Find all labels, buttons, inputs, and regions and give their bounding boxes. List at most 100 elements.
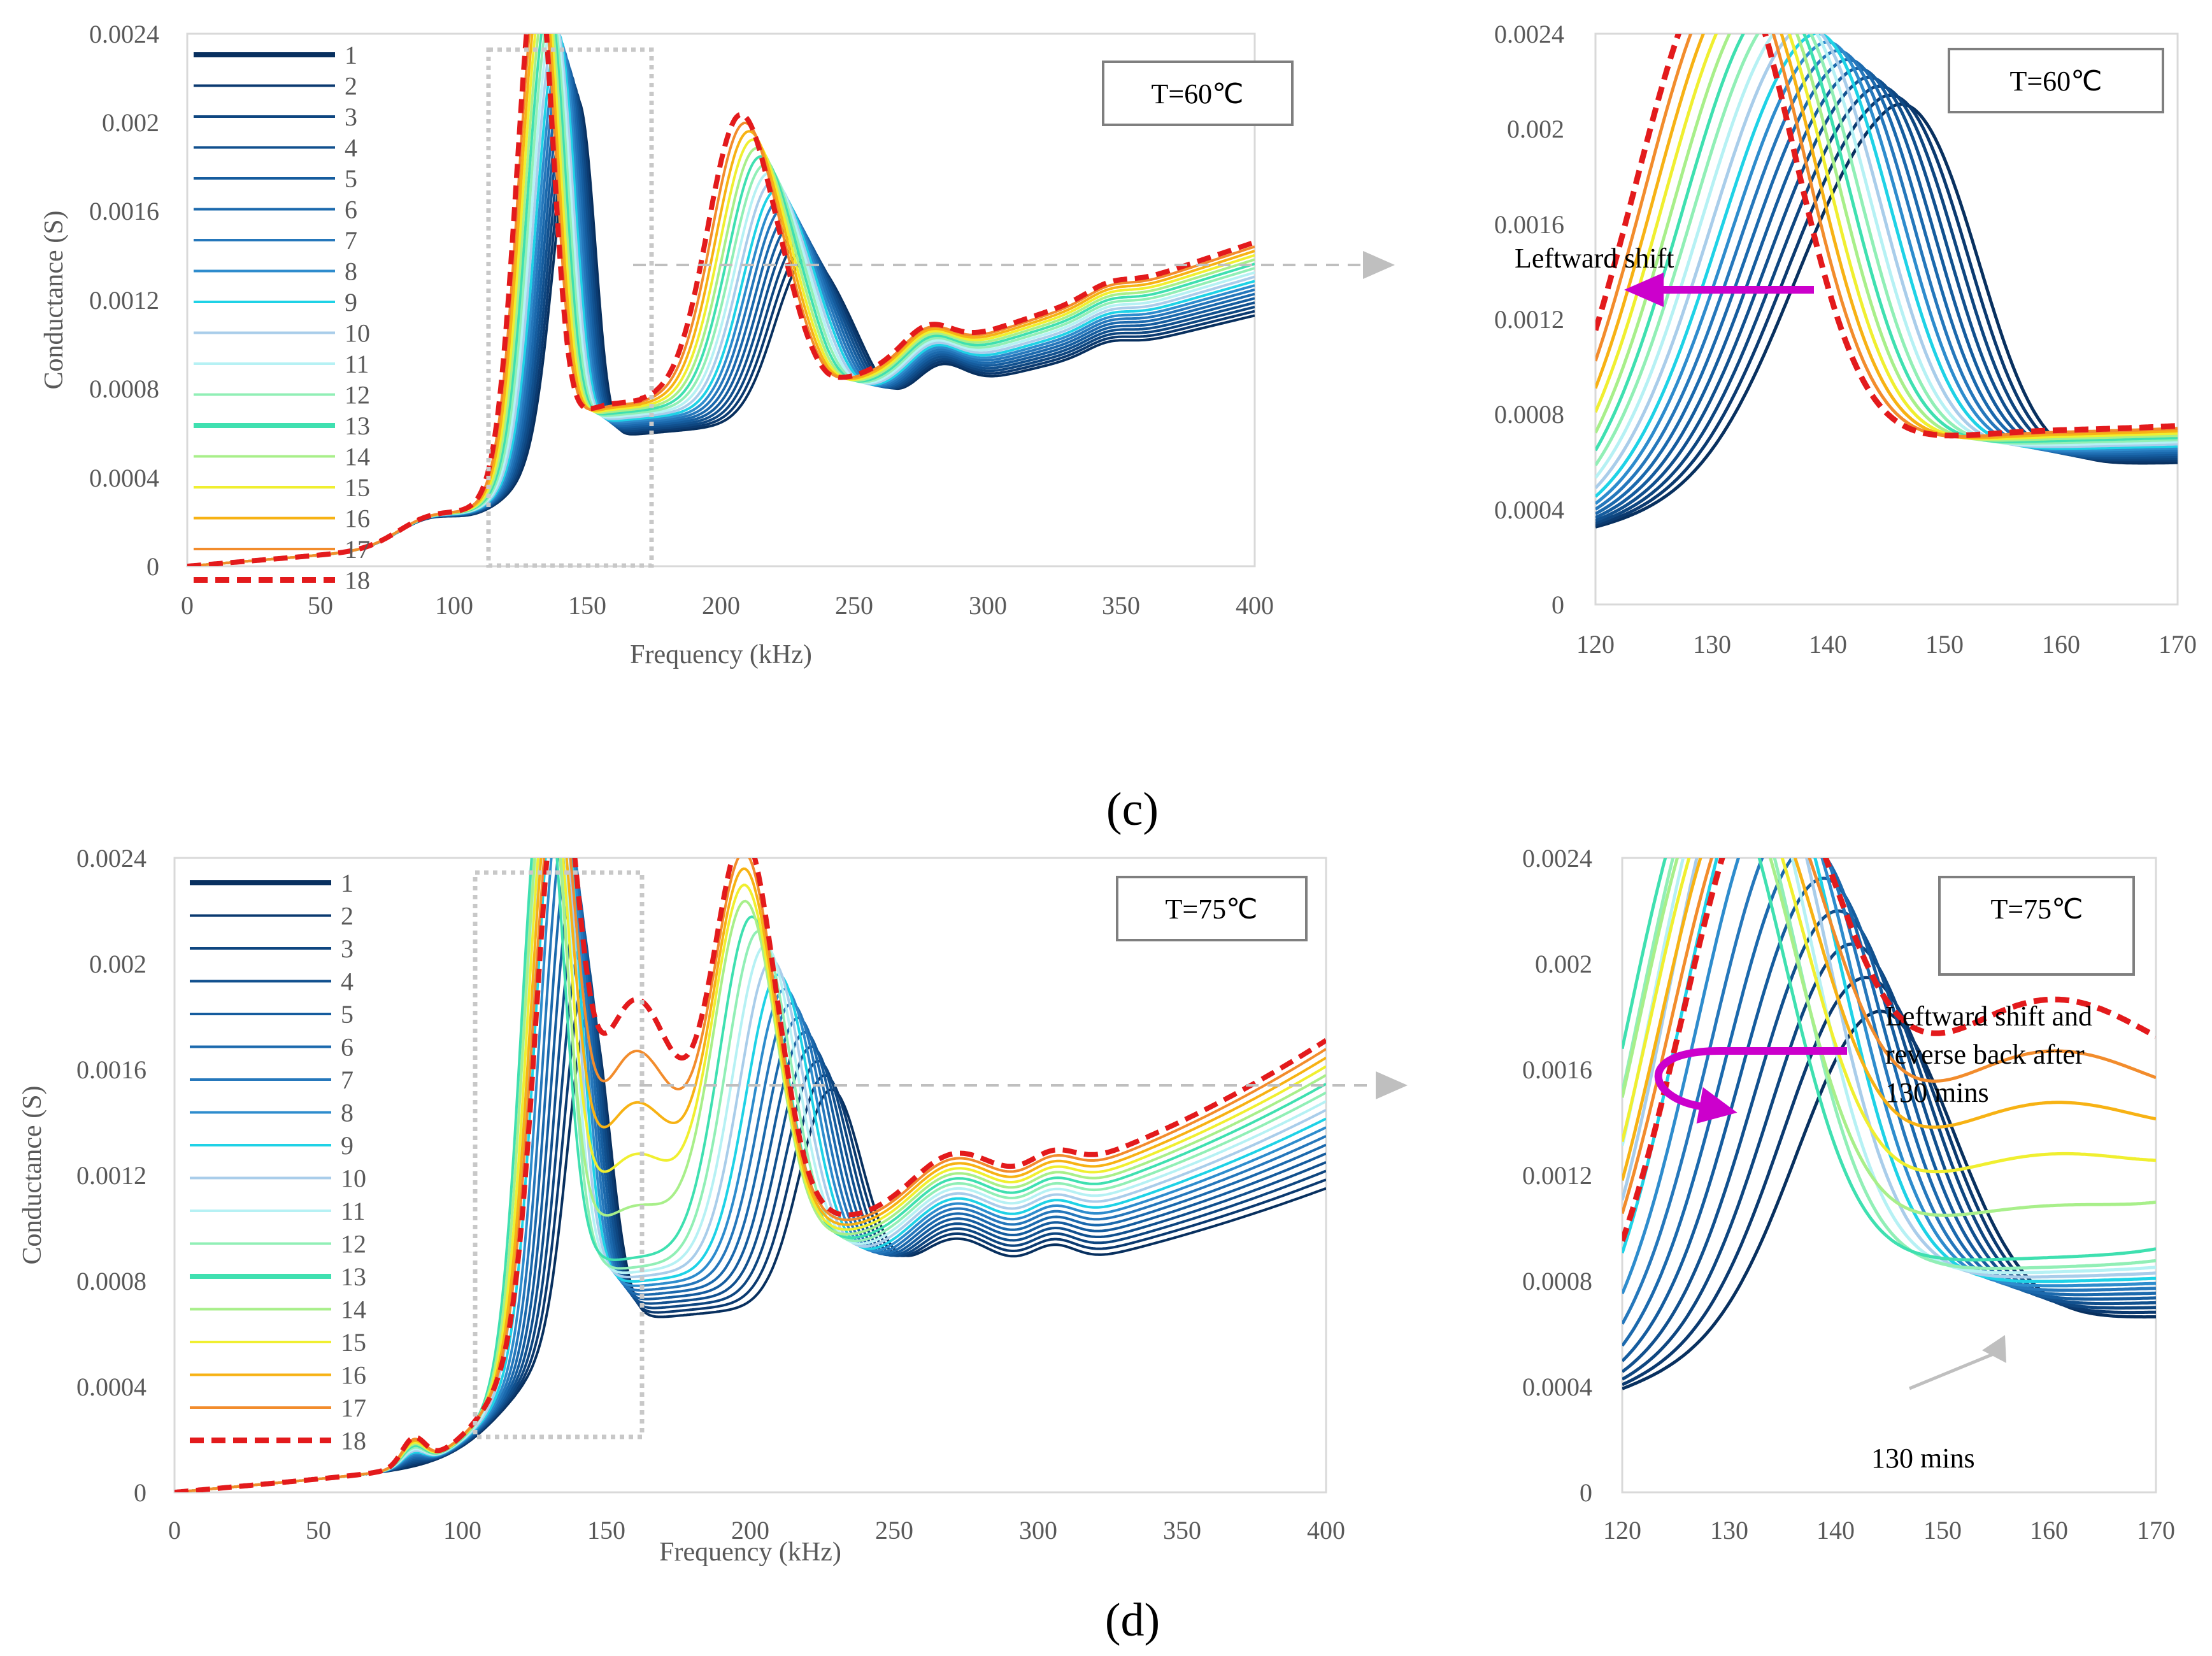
legend-label: 15 bbox=[345, 473, 370, 502]
legend-label: 2 bbox=[345, 72, 357, 101]
x-tick: 150 bbox=[1925, 630, 1964, 659]
y-tick: 0.0008 bbox=[76, 1267, 146, 1296]
x-tick: 130 bbox=[1693, 630, 1731, 659]
y-tick: 0 bbox=[134, 1478, 146, 1507]
temperature-box bbox=[1116, 876, 1308, 941]
legend-label: 5 bbox=[341, 1000, 353, 1029]
panel-d-zoom: 0.0024 0.002 0.0016 0.0012 0.0008 0.0004… bbox=[1522, 844, 2175, 1545]
x-tick: 100 bbox=[435, 591, 473, 620]
time-marker-arrow bbox=[1909, 1335, 2006, 1390]
legend-label: 11 bbox=[345, 350, 369, 378]
shift-arrow bbox=[1624, 273, 1814, 307]
series-line-10 bbox=[1595, 34, 2178, 490]
series-line-18 bbox=[1622, 858, 2156, 1242]
legend-label: 3 bbox=[341, 934, 353, 963]
x-tick: 0 bbox=[168, 1516, 181, 1545]
series-line-13 bbox=[1622, 858, 2156, 1262]
series-line-5 bbox=[1622, 876, 2156, 1362]
series-line-12 bbox=[1595, 34, 2178, 466]
annotation-text: Leftward shift and bbox=[1885, 1001, 2092, 1032]
x-tick: 350 bbox=[1102, 591, 1140, 620]
x-tick: 250 bbox=[875, 1516, 913, 1545]
x-tick: 200 bbox=[731, 1516, 769, 1545]
legend-label: 13 bbox=[341, 1262, 366, 1291]
legend-label: 1 bbox=[341, 869, 353, 897]
y-tick: 0.0016 bbox=[76, 1055, 146, 1084]
y-tick: 0.002 bbox=[1507, 115, 1564, 143]
curved-arrow bbox=[1654, 1047, 1847, 1124]
legend-label: 5 bbox=[345, 164, 357, 193]
x-tick: 200 bbox=[702, 591, 740, 620]
legend-label: 16 bbox=[345, 504, 370, 533]
series-line-13 bbox=[1595, 34, 2178, 452]
x-tick: 150 bbox=[568, 591, 606, 620]
y-tick: 0.0016 bbox=[1522, 1055, 1592, 1084]
legend-label: 12 bbox=[341, 1230, 366, 1259]
temperature-label: T=60℃ bbox=[1151, 78, 1243, 110]
legend-label: 6 bbox=[341, 1033, 353, 1062]
panel-label-c: (c) bbox=[1106, 783, 1159, 836]
zoom-region-box bbox=[486, 47, 654, 568]
legend-label: 18 bbox=[341, 1427, 366, 1455]
annotation-text: reverse back after bbox=[1885, 1039, 2085, 1070]
legend-label: 17 bbox=[341, 1394, 366, 1422]
series-line-8 bbox=[1622, 858, 2156, 1295]
y-tick: 0.0008 bbox=[1522, 1267, 1592, 1296]
x-axis-label: Frequency (kHz) bbox=[659, 1538, 841, 1567]
legend-label: 4 bbox=[341, 967, 353, 996]
legend-label: 13 bbox=[345, 411, 370, 440]
legend-label: 10 bbox=[341, 1164, 366, 1193]
series-line-11 bbox=[1595, 34, 2178, 479]
x-ticks: 120 130 140 150 160 170 bbox=[1603, 1516, 2175, 1545]
y-tick: 0.0004 bbox=[1522, 1373, 1592, 1401]
y-tick: 0.0024 bbox=[1522, 844, 1592, 873]
y-tick: 0 bbox=[1580, 1478, 1592, 1507]
y-ticks: 0.0024 0.002 0.0016 0.0012 0.0008 0.0004… bbox=[76, 844, 146, 1507]
series-line-6 bbox=[1595, 57, 2178, 515]
x-tick: 140 bbox=[1816, 1516, 1855, 1545]
x-tick: 120 bbox=[1576, 630, 1615, 659]
y-ticks: 0.0024 0.002 0.0016 0.0012 0.0008 0.0004… bbox=[89, 20, 159, 581]
y-tick: 0.0012 bbox=[76, 1161, 146, 1190]
x-ticks: 120 130 140 150 160 170 bbox=[1576, 630, 2197, 659]
legend-label: 9 bbox=[345, 288, 357, 317]
legend-label: 1 bbox=[345, 41, 357, 69]
legend-label: 4 bbox=[345, 134, 357, 162]
legend-label: 2 bbox=[341, 902, 353, 931]
legend-label: 12 bbox=[345, 381, 370, 410]
y-tick: 0.0024 bbox=[1494, 20, 1564, 48]
y-tick: 0.0012 bbox=[1522, 1161, 1592, 1190]
legend-label: 8 bbox=[341, 1099, 353, 1127]
x-tick: 150 bbox=[1923, 1516, 1962, 1545]
x-tick: 300 bbox=[1019, 1516, 1057, 1545]
series-line-4 bbox=[1622, 909, 2156, 1373]
legend-label: 3 bbox=[345, 103, 357, 131]
zoom-guide-arrow bbox=[618, 1071, 1408, 1099]
series-line-7 bbox=[1595, 49, 2178, 511]
x-tick: 50 bbox=[306, 1516, 331, 1545]
y-tick: 0.0016 bbox=[89, 197, 159, 225]
series-line-7 bbox=[1622, 858, 2156, 1325]
annotation-text: 130 mins bbox=[1885, 1077, 1989, 1108]
legend-label: 15 bbox=[341, 1328, 366, 1357]
x-axis-label: Frequency (kHz) bbox=[630, 640, 812, 669]
x-tick: 350 bbox=[1163, 1516, 1201, 1545]
series-line-3 bbox=[1622, 942, 2156, 1381]
series-line-16 bbox=[1622, 858, 2156, 1181]
y-tick: 0 bbox=[1552, 590, 1564, 619]
series-line-18 bbox=[1595, 34, 2178, 439]
y-tick: 0.0004 bbox=[89, 464, 159, 492]
x-tick: 130 bbox=[1710, 1516, 1748, 1545]
plot-frame bbox=[186, 32, 1256, 567]
x-ticks: 0 50 100 150 200 250 300 350 400 bbox=[181, 591, 1274, 620]
y-ticks: 0.0024 0.002 0.0016 0.0012 0.0008 0.0004… bbox=[1494, 20, 1564, 619]
x-tick: 250 bbox=[835, 591, 873, 620]
series-line-12 bbox=[1622, 858, 2156, 1270]
series-line-14 bbox=[1595, 34, 2178, 442]
y-tick: 0.0012 bbox=[89, 286, 159, 315]
legend-label: 7 bbox=[341, 1066, 353, 1094]
series-line-15 bbox=[1595, 34, 2178, 441]
